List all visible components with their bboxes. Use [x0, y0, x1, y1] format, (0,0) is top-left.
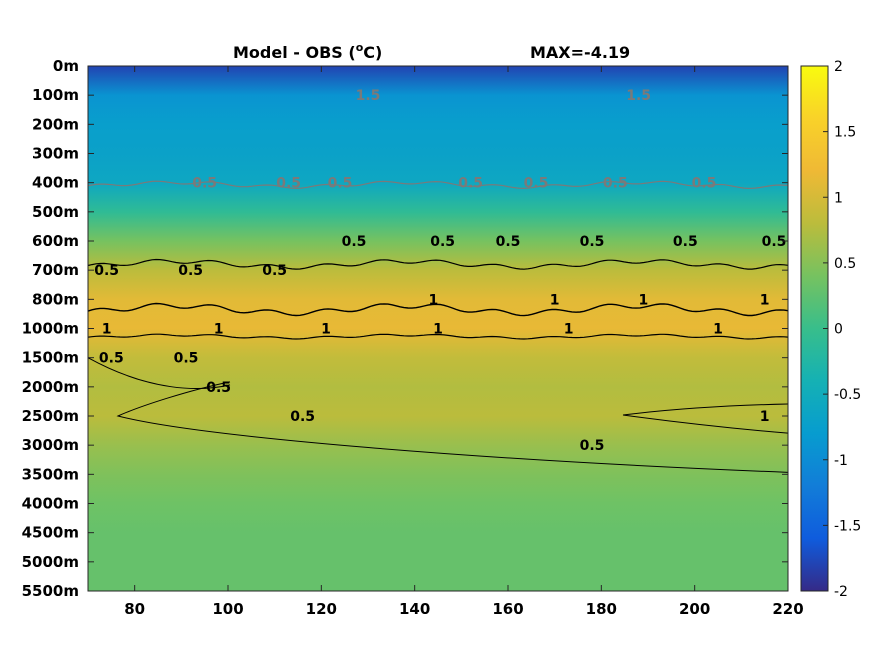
contour-label: 0.5 [692, 176, 717, 192]
contour-label: 1 [550, 292, 560, 308]
contour-label: 0.5 [762, 234, 787, 250]
y-tick-label: 800m [32, 290, 79, 308]
x-tick-label: 160 [492, 600, 523, 618]
contour-label: 0.5 [99, 351, 124, 367]
colorbar-tick-label: -0.5 [834, 387, 861, 403]
x-tick-label: 140 [399, 600, 430, 618]
title-left: Model - OBS ( [233, 43, 356, 62]
contour-label: 0.5 [603, 176, 628, 192]
y-tick-label: 600m [32, 232, 79, 250]
colorbar-tick-label: 0 [834, 322, 843, 338]
contour-label: 1 [321, 322, 331, 338]
contour-label: 1 [713, 322, 723, 338]
contour-label: 0.5 [94, 263, 119, 279]
y-tick-label: 1000m [22, 320, 79, 338]
y-tick-label: 0m [53, 57, 79, 75]
y-tick-label: 700m [32, 261, 79, 279]
y-tick-label: 100m [32, 86, 79, 104]
contour-label: 1 [760, 409, 770, 425]
y-tick-label: 1500m [22, 349, 79, 367]
x-tick-label: 200 [679, 600, 710, 618]
y-tick-label: 3000m [22, 436, 79, 454]
contour-label: 0.5 [458, 176, 483, 192]
contour-label: 1 [564, 322, 574, 338]
contour-label: 1 [433, 322, 443, 338]
contour-label: 0.5 [580, 438, 605, 454]
x-tick-label: 180 [586, 600, 617, 618]
contour-label: 0.5 [328, 176, 353, 192]
x-tick-label: 100 [212, 600, 243, 618]
y-tick-label: 5500m [22, 582, 79, 600]
x-tick-label: 220 [772, 600, 803, 618]
x-tick-label: 120 [306, 600, 337, 618]
contour-label: 0.5 [178, 263, 203, 279]
x-tick-label: 80 [124, 600, 145, 618]
y-tick-label: 5000m [22, 553, 79, 571]
contour-label: 0.5 [174, 351, 199, 367]
contour-label: 0.5 [342, 234, 367, 250]
colorbar-tick-label: -2 [834, 584, 848, 600]
contour-label: 0.5 [430, 234, 455, 250]
y-tick-label: 300m [32, 145, 79, 163]
colorbar-tick-label: 0.5 [834, 256, 856, 272]
contour-label: 1 [214, 322, 224, 338]
contour-line-deep-c [622, 403, 789, 434]
contour-label: 1.5 [626, 88, 651, 104]
contour-line-black-lower [87, 333, 789, 340]
contour-label: 0.5 [580, 234, 605, 250]
contour-label: 0.5 [524, 176, 549, 192]
contour-label: 0.5 [496, 234, 521, 250]
contour-label: 0.5 [192, 176, 217, 192]
contour-label: 1 [638, 292, 648, 308]
colorbar-tick-label: 2 [834, 59, 843, 75]
y-tick-label: 500m [32, 203, 79, 221]
plot-axes: 0m 100m 200m 300m 400m 500m 600m 700m 800m 1000m 1… [22, 57, 804, 618]
colorbar: -2 -1.5 -1 -0.5 0 0.5 1 1.5 2 [800, 59, 861, 600]
y-tick-label: 4500m [22, 524, 79, 542]
title-right: C) [363, 43, 382, 62]
y-tick-label: 2500m [22, 407, 79, 425]
colorbar-tick-label: 1 [834, 190, 843, 206]
contour-line-deep-b [116, 381, 789, 473]
colorbar-tick-label: 1.5 [834, 125, 856, 141]
contour-lines: 0.5 0.5 0.50.5 0.5 0.5 0.5 0.5 0.51 1 1 1 1 11 1 1 10.5… [87, 88, 789, 473]
y-tick-label: 2000m [22, 378, 79, 396]
chart-title: Model - OBS (oC) [233, 41, 382, 62]
colorbar-tick-label: -1.5 [834, 518, 861, 534]
contour-line-deep-a [87, 357, 231, 390]
contour-label: 1 [428, 292, 438, 308]
contour-line-black-upper [87, 258, 789, 270]
contour-label: 1 [760, 292, 770, 308]
contour-line-black-middle [87, 302, 789, 317]
contour-label: 1 [102, 322, 112, 338]
title-degree: o [356, 41, 364, 54]
y-tick-label: 3500m [22, 465, 79, 483]
heatmap-field [88, 66, 788, 591]
contour-label: 1.5 [356, 88, 381, 104]
contour-label: 0.5 [290, 409, 315, 425]
heatmap-area [88, 66, 788, 591]
y-tick-label: 200m [32, 115, 79, 133]
y-tick-label: 4000m [22, 495, 79, 513]
contour-line-gray-shallow [87, 180, 789, 190]
colorbar-tick-label: -1 [834, 453, 848, 469]
contour-label: 0.5 [262, 263, 287, 279]
contour-label: 0.5 [673, 234, 698, 250]
contour-label: 0.5 [276, 176, 301, 192]
max-annotation: MAX=-4.19 [530, 43, 630, 62]
contour-label: 0.5 [206, 380, 231, 396]
y-tick-label: 400m [32, 174, 79, 192]
